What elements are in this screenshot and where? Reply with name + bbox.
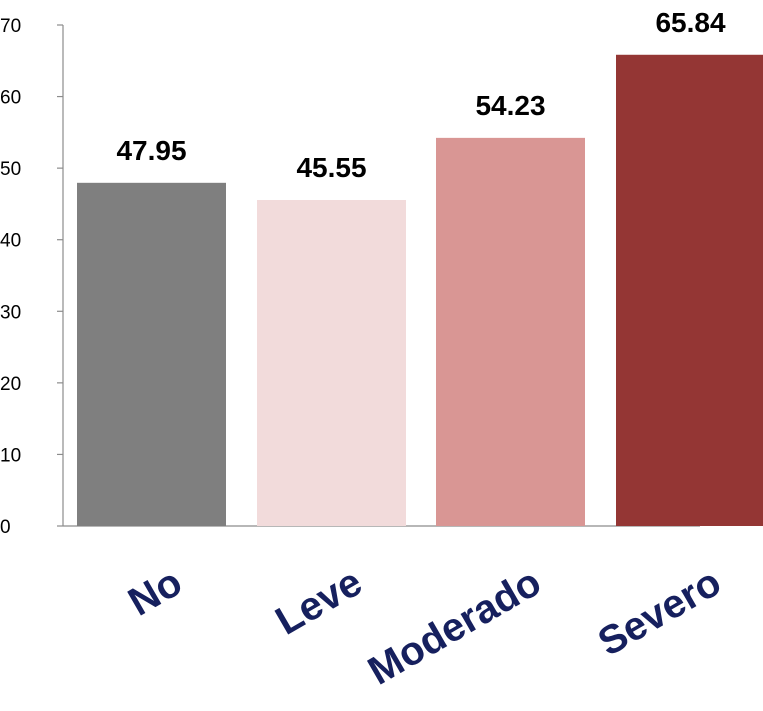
y-tick-label: 30 — [0, 302, 21, 323]
y-tick-label: 70 — [0, 16, 21, 37]
data-label-severo: 65.84 — [655, 7, 725, 38]
bar-no — [77, 182, 226, 526]
y-tick-label: 50 — [0, 159, 21, 180]
category-label-leve: Leve — [268, 560, 369, 644]
category-label-no: No — [121, 560, 189, 625]
data-labels: 47.95 45.55 54.23 65.84 — [116, 7, 725, 183]
y-tick-label: 10 — [0, 445, 21, 466]
bar-leve — [257, 199, 406, 527]
y-tick-label: 20 — [0, 374, 21, 395]
data-label-leve: 45.55 — [296, 152, 366, 183]
bar-severo — [616, 54, 763, 527]
y-tick-label: 0 — [0, 517, 11, 538]
y-tick-label: 60 — [0, 88, 21, 109]
y-tick-label: 40 — [0, 231, 21, 252]
bars — [77, 54, 763, 527]
bar-moderado — [436, 137, 585, 526]
data-label-no: 47.95 — [116, 135, 186, 166]
data-label-moderado: 54.23 — [475, 90, 545, 121]
category-label-severo: Severo — [591, 560, 729, 665]
category-label-moderado: Moderado — [361, 560, 549, 694]
